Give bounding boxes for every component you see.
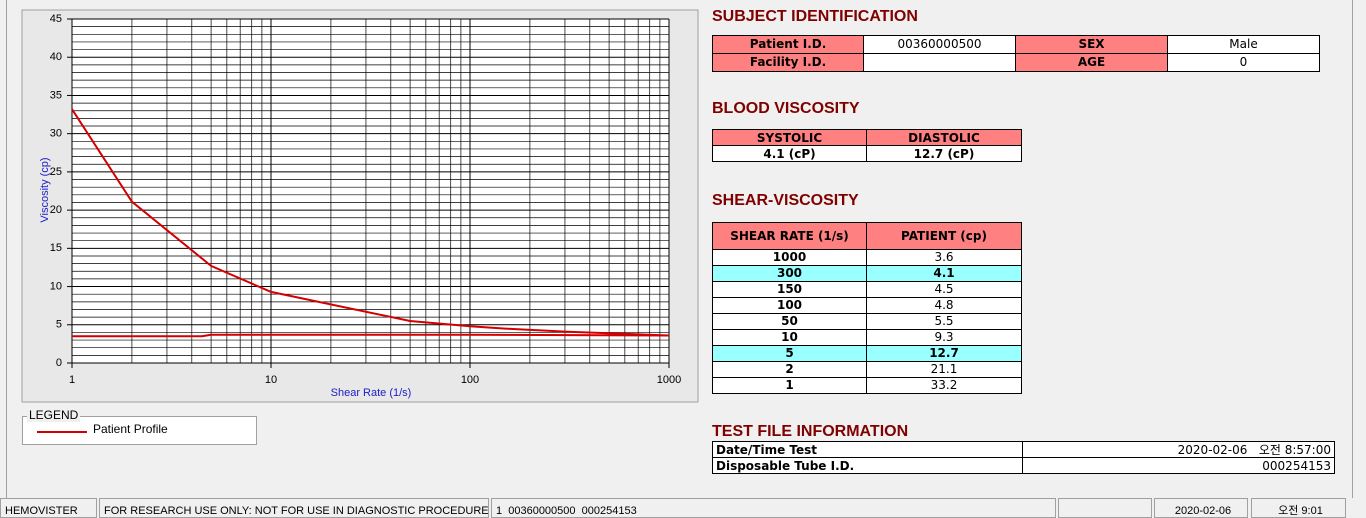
cell: 1000 xyxy=(712,249,867,266)
cell: 4.5 xyxy=(866,281,1022,298)
column-header: PATIENT (cp) xyxy=(866,222,1022,250)
x-tick-label: 100 xyxy=(461,374,479,386)
legend-swatch xyxy=(37,431,87,433)
status-cell: 2020-02-06 xyxy=(1154,498,1248,518)
y-tick-label: 15 xyxy=(50,242,62,254)
cell: 50 xyxy=(712,313,867,330)
cell: 4.1 xyxy=(866,265,1022,282)
legend-entry: Patient Profile xyxy=(93,422,168,436)
cell: 4.8 xyxy=(866,297,1022,314)
cell: 9.3 xyxy=(866,329,1022,346)
y-tick-label: 25 xyxy=(50,166,62,178)
cell: 100 xyxy=(712,297,867,314)
frame-edge xyxy=(1352,0,1353,498)
section-title: SUBJECT IDENTIFICATION xyxy=(712,8,918,25)
status-cell xyxy=(1058,498,1152,518)
y-tick-label: 45 xyxy=(50,13,62,25)
field-value: 00360000500 xyxy=(863,35,1016,54)
x-axis-label: Shear Rate (1/s) xyxy=(331,387,412,399)
cell: 12.7 xyxy=(866,345,1022,362)
x-tick-label: 1000 xyxy=(657,374,681,386)
y-tick-label: 30 xyxy=(50,128,62,140)
y-tick-label: 40 xyxy=(50,51,62,63)
legend: Patient Profile xyxy=(22,416,257,445)
column-header: SHEAR RATE (1/s) xyxy=(712,222,867,250)
y-axis-label: Viscosity (cp) xyxy=(39,157,51,222)
field-value: Male xyxy=(1167,35,1320,54)
field-value xyxy=(863,53,1016,72)
x-tick-label: 1 xyxy=(69,374,75,386)
cell: 3.6 xyxy=(866,249,1022,266)
y-tick-label: 5 xyxy=(56,319,62,331)
cell: 4.1 (cP) xyxy=(712,145,867,162)
series-line xyxy=(71,108,670,338)
cell: 150 xyxy=(712,281,867,298)
plot-area xyxy=(72,19,669,363)
y-tick-label: 0 xyxy=(56,357,62,369)
status-cell: FOR RESEARCH USE ONLY: NOT FOR USE IN DI… xyxy=(99,498,489,518)
status-cell: 오전 9:01 xyxy=(1251,498,1346,518)
field-value: 000254153 xyxy=(1022,457,1335,474)
field-label: AGE xyxy=(1015,53,1168,72)
cell: 33.2 xyxy=(866,377,1022,394)
field-value: 0 xyxy=(1167,53,1320,72)
field-label: Disposable Tube I.D. xyxy=(712,457,1023,474)
section-title: TEST FILE INFORMATION xyxy=(712,423,909,440)
field-label: Facility I.D. xyxy=(712,53,864,72)
column-header: SYSTOLIC xyxy=(712,129,867,146)
cell: 12.7 (cP) xyxy=(866,145,1022,162)
legend-title: LEGEND xyxy=(27,408,81,422)
y-tick-label: 10 xyxy=(50,280,62,292)
status-cell: 1 00360000500 000254153 xyxy=(491,498,1056,518)
cell: 5.5 xyxy=(866,313,1022,330)
cell: 300 xyxy=(712,265,867,282)
field-value: 2020-02-06 오전 8:57:00 xyxy=(1022,441,1335,458)
section-title: BLOOD VISCOSITY xyxy=(712,100,860,117)
field-label: Patient I.D. xyxy=(712,35,864,54)
field-label: Date/Time Test xyxy=(712,441,1023,458)
frame-edge xyxy=(6,0,7,498)
status-cell: HEMOVISTER xyxy=(0,498,97,518)
section-title: SHEAR-VISCOSITY xyxy=(712,192,859,209)
cell: 1 xyxy=(712,377,867,394)
cell: 5 xyxy=(712,345,867,362)
cell: 2 xyxy=(712,361,867,378)
field-label: SEX xyxy=(1015,35,1168,54)
cell: 10 xyxy=(712,329,867,346)
cell: 21.1 xyxy=(866,361,1022,378)
x-tick-label: 10 xyxy=(265,374,277,386)
y-tick-label: 20 xyxy=(50,204,62,216)
y-tick-label: 35 xyxy=(50,89,62,101)
column-header: DIASTOLIC xyxy=(866,129,1022,146)
chart: 0 5 10 15 20 25 30 35 40 45 1 10 100 1000 Shear Rate … xyxy=(21,9,699,403)
